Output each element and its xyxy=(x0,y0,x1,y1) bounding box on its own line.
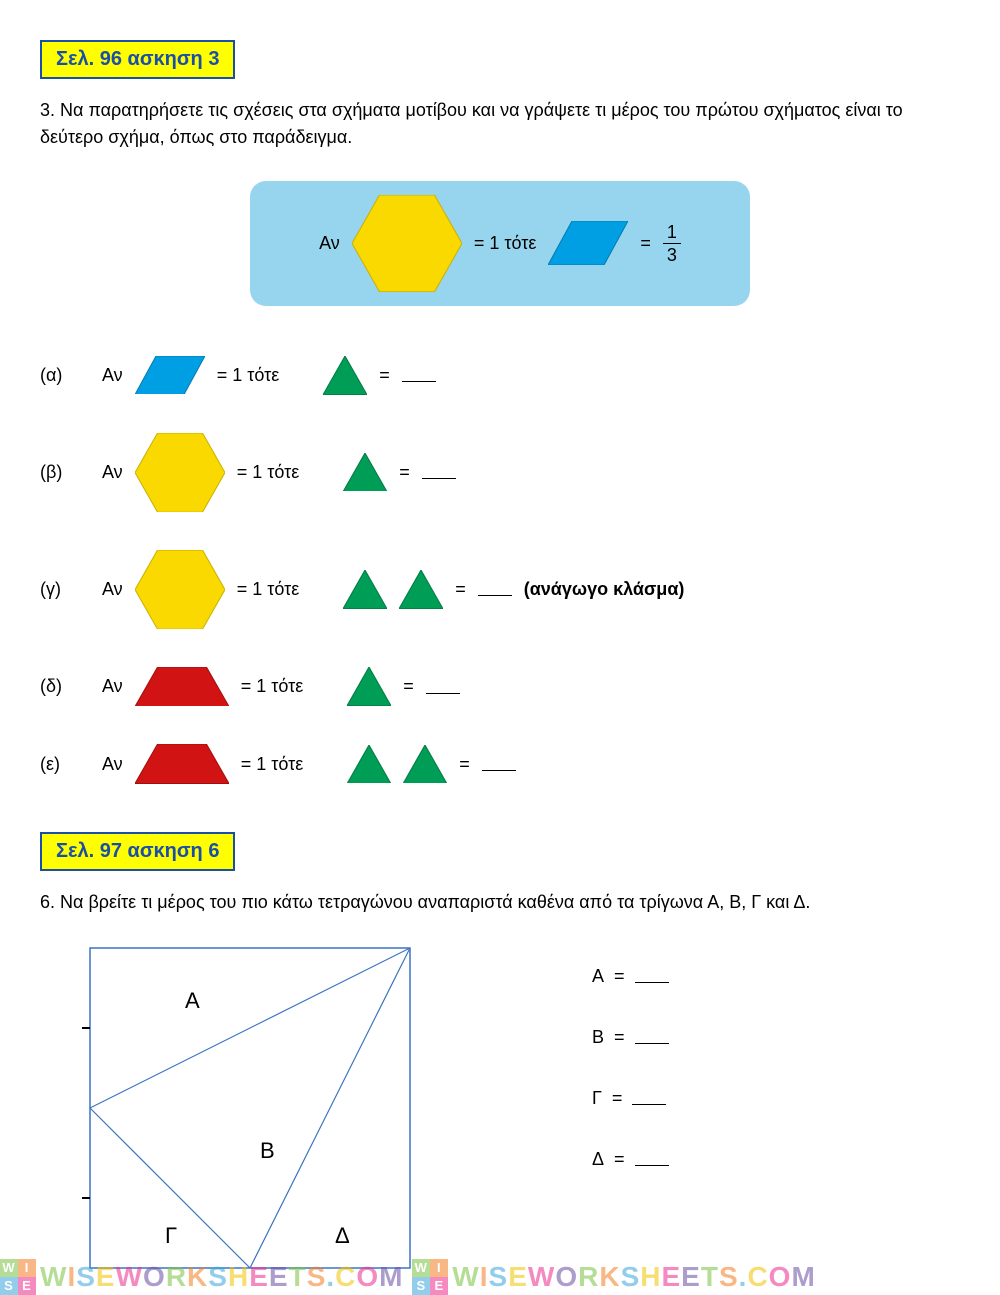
exercise-row: (β) Αν = 1 τότε = xyxy=(40,433,960,512)
trapezoid-shape xyxy=(135,667,229,706)
answer-row: Δ = xyxy=(592,1149,669,1170)
svg-text:Α: Α xyxy=(185,988,200,1013)
answer-eq: = xyxy=(614,1027,625,1048)
answer-row: Γ = xyxy=(592,1088,669,1109)
row-mid: = 1 τότε xyxy=(237,462,300,483)
answer-row: Α = xyxy=(592,966,669,987)
hexagon-large-shape xyxy=(352,195,462,292)
example-card: Αν = 1 τότε = 1 3 xyxy=(250,181,750,306)
row-equals: = xyxy=(403,676,414,697)
exercise-row: (δ) Αν = 1 τότε = xyxy=(40,667,960,706)
answer-eq: = xyxy=(612,1088,623,1109)
answer-blank[interactable] xyxy=(632,1091,666,1105)
answer-blank[interactable] xyxy=(478,582,512,596)
triangle-shape xyxy=(323,356,367,395)
section1-header: Σελ. 96 ασκηση 3 xyxy=(40,40,235,79)
triangle-shape xyxy=(399,570,443,609)
row-label: (δ) xyxy=(40,676,90,697)
row-note: (ανάγωγο κλάσμα) xyxy=(524,579,685,600)
answer-eq: = xyxy=(614,1149,625,1170)
answer-row: Β = xyxy=(592,1027,669,1048)
row-prefix: Αν xyxy=(102,579,123,600)
exercise-row: (ε) Αν = 1 τότε = xyxy=(40,744,960,783)
exercise6-wrap: Α Β Γ Δ Α = Β = Γ = Δ = xyxy=(40,946,960,1275)
section1-number: 3. xyxy=(40,100,55,120)
answer-blank[interactable] xyxy=(482,757,516,771)
answer-blank[interactable] xyxy=(635,1030,669,1044)
row-label: (β) xyxy=(40,462,90,483)
row-prefix: Αν xyxy=(102,754,123,775)
answer-label: Β xyxy=(592,1027,604,1048)
row-mid: = 1 τότε xyxy=(241,754,304,775)
section1-instruction-text: Να παρατηρήσετε τις σχέσεις στα σχήματα … xyxy=(40,100,903,147)
row-equals: = xyxy=(399,462,410,483)
row-prefix: Αν xyxy=(102,462,123,483)
svg-text:Β: Β xyxy=(260,1138,275,1163)
triangle-shape xyxy=(347,667,391,706)
fraction-den: 3 xyxy=(663,243,681,264)
section2-instruction: 6. Να βρείτε τι μέρος του πιο κάτω τετρα… xyxy=(40,889,960,916)
triangle-shape xyxy=(403,745,447,784)
row-label: (γ) xyxy=(40,579,90,600)
triangle-shape xyxy=(347,745,391,784)
row-label: (α) xyxy=(40,365,90,386)
answer-label: Α xyxy=(592,966,604,987)
row-equals: = xyxy=(379,365,390,386)
answer-blank[interactable] xyxy=(422,465,456,479)
row-prefix: Αν xyxy=(102,676,123,697)
row-label: (ε) xyxy=(40,754,90,775)
answer-blank[interactable] xyxy=(402,368,436,382)
hexagon_small-shape xyxy=(135,550,225,629)
answer-label: Γ xyxy=(592,1088,602,1109)
triangle-shape xyxy=(343,453,387,492)
row-prefix: Αν xyxy=(102,365,123,386)
rhombus_small-shape xyxy=(135,356,205,395)
rhombus-large-shape xyxy=(548,221,628,265)
section2-number: 6. xyxy=(40,892,55,912)
answer-blank[interactable] xyxy=(426,680,460,694)
section1-instruction: 3. Να παρατηρήσετε τις σχέσεις στα σχήμα… xyxy=(40,97,960,151)
example-equals: = xyxy=(640,233,651,254)
row-equals: = xyxy=(455,579,466,600)
row-mid: = 1 τότε xyxy=(241,676,304,697)
answer-label: Δ xyxy=(592,1149,604,1170)
row-equals: = xyxy=(459,754,470,775)
trapezoid-shape xyxy=(135,744,229,783)
answer-blank[interactable] xyxy=(635,969,669,983)
example-prefix: Αν xyxy=(319,233,340,254)
answer-blank[interactable] xyxy=(635,1152,669,1166)
exercise-row: (α) Αν = 1 τότε = xyxy=(40,356,960,395)
section2-instruction-text: Να βρείτε τι μέρος του πιο κάτω τετραγών… xyxy=(60,892,810,912)
exercise6-answers: Α = Β = Γ = Δ = xyxy=(592,946,669,1170)
exercise-row: (γ) Αν = 1 τότε = (ανάγωγο κλάσμα) xyxy=(40,550,960,629)
row-mid: = 1 τότε xyxy=(237,579,300,600)
example-fraction: 1 3 xyxy=(663,223,681,264)
exercise6-diagram: Α Β Γ Δ xyxy=(80,946,412,1275)
triangle-shape xyxy=(343,570,387,609)
hexagon_small-shape xyxy=(135,433,225,512)
fraction-num: 1 xyxy=(663,223,681,243)
answer-eq: = xyxy=(614,966,625,987)
row-mid: = 1 τότε xyxy=(217,365,280,386)
exercise-rows: (α) Αν = 1 τότε = (β) Αν = 1 τότε = (γ) … xyxy=(40,356,960,784)
example-mid: = 1 τότε xyxy=(474,233,537,254)
section2-header: Σελ. 97 ασκηση 6 xyxy=(40,832,235,871)
svg-text:Γ: Γ xyxy=(165,1223,177,1248)
svg-text:Δ: Δ xyxy=(335,1223,350,1248)
